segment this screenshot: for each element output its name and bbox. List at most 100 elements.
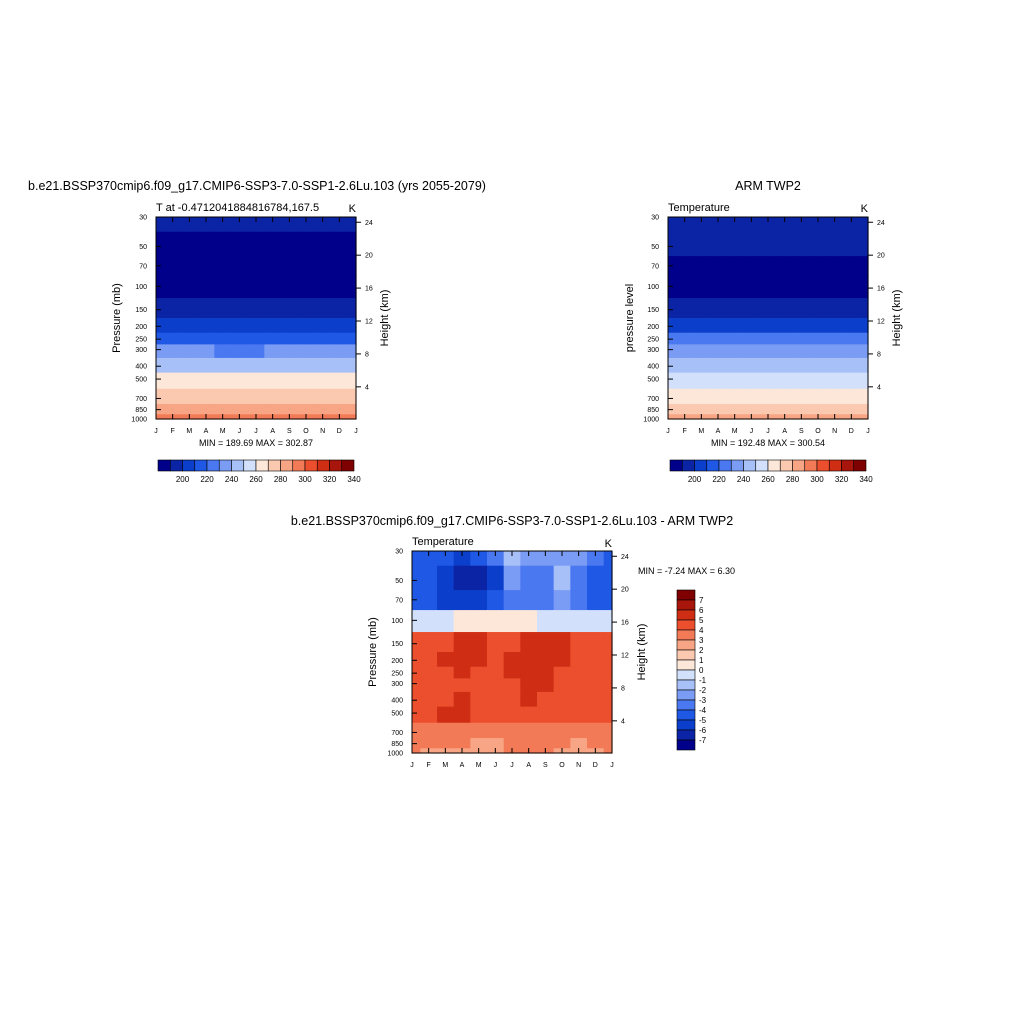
heatmap-cell bbox=[314, 256, 332, 277]
heatmap-cell bbox=[437, 632, 455, 653]
heatmap-cell bbox=[503, 722, 521, 739]
heatmap-cell bbox=[181, 404, 199, 415]
heatmap-cell bbox=[347, 344, 357, 359]
heatmap-cell bbox=[537, 691, 555, 708]
heatmap-cell bbox=[503, 565, 521, 591]
x-tick-label: J bbox=[610, 762, 614, 769]
heatmap-cell bbox=[859, 276, 869, 299]
heatmap-cell bbox=[247, 404, 265, 415]
heatmap-cell bbox=[726, 298, 744, 319]
heatmap-cell bbox=[503, 678, 521, 693]
y-right-tick-label: 12 bbox=[621, 653, 629, 660]
colorbar-swatch bbox=[676, 599, 696, 611]
heatmap-cell bbox=[156, 231, 165, 257]
heatmap-cell bbox=[331, 298, 349, 319]
heatmap-cell bbox=[587, 632, 605, 653]
heatmap-cell bbox=[553, 722, 571, 739]
x-tick-label: A bbox=[782, 428, 787, 435]
heatmap-cell bbox=[587, 678, 605, 693]
heatmap-cell bbox=[297, 231, 315, 257]
colorbar-swatch bbox=[243, 459, 257, 472]
heatmap-cell bbox=[197, 357, 215, 374]
y-tick-label: 250 bbox=[391, 671, 403, 678]
y-right-tick-label: 16 bbox=[877, 286, 885, 293]
heatmap-cell bbox=[247, 344, 265, 359]
heatmap-cell bbox=[520, 551, 538, 567]
heatmap-cell bbox=[231, 298, 249, 319]
y-tick-label: 30 bbox=[395, 549, 403, 556]
heatmap-cell bbox=[843, 318, 861, 334]
heatmap-cell bbox=[181, 357, 199, 374]
heatmap-cell bbox=[314, 404, 332, 415]
colorbar-label: 3 bbox=[699, 636, 704, 645]
colorbar-swatch bbox=[676, 659, 696, 671]
y-tick-label: 150 bbox=[135, 307, 147, 314]
heatmap-cell bbox=[197, 372, 215, 390]
colorbar-swatch bbox=[304, 459, 318, 472]
heatmap-cell bbox=[709, 298, 727, 319]
heatmap-cell bbox=[537, 666, 555, 679]
colorbar-swatch bbox=[767, 459, 781, 472]
heatmap-cell bbox=[726, 372, 744, 390]
heatmap-cell bbox=[826, 217, 844, 233]
heatmap-cell bbox=[776, 276, 794, 299]
heatmap-cell bbox=[347, 332, 357, 345]
y-right-tick-label: 24 bbox=[621, 554, 629, 561]
heatmap-cell bbox=[603, 632, 613, 653]
heatmap-cell bbox=[668, 231, 677, 257]
heatmap-cell bbox=[164, 276, 182, 299]
heatmap-cell bbox=[503, 706, 521, 724]
heatmap-cell bbox=[281, 332, 299, 345]
colorbar-label: -1 bbox=[699, 676, 707, 685]
heatmap-cell bbox=[181, 344, 199, 359]
heatmap-cell bbox=[331, 332, 349, 345]
x-tick-label: D bbox=[849, 428, 854, 435]
heatmap-cell bbox=[453, 738, 471, 749]
heatmap-cell bbox=[347, 217, 357, 233]
heatmap-cell bbox=[214, 332, 232, 345]
heatmap-cell bbox=[470, 590, 488, 611]
heatmap-cell bbox=[793, 298, 811, 319]
panel-model-colorbar: 200 220 240 260 280 300 320 340 bbox=[157, 459, 361, 484]
colorbar-swatch bbox=[816, 459, 830, 472]
panel-diff-title: b.e21.BSSP370cmip6.f09_g17.CMIP6-SSP3-7.… bbox=[291, 514, 733, 528]
panel-model-left-label: T at -0.4712041884816784,167.5 bbox=[156, 202, 319, 214]
colorbar-swatch bbox=[676, 589, 696, 601]
heatmap-cell bbox=[437, 590, 455, 611]
heatmap-cell bbox=[759, 372, 777, 390]
heatmap-cell bbox=[603, 590, 613, 611]
y-right-tick-label: 20 bbox=[365, 253, 373, 260]
heatmap-cell bbox=[214, 388, 232, 405]
colorbar-label: 220 bbox=[712, 475, 726, 484]
panel-diff-plot-area: J F M A M J J A S O N D J 30 50 70 100 150 200 250 300 400 500… bbox=[387, 549, 628, 770]
x-tick-label: O bbox=[303, 428, 309, 435]
y-tick-label: 300 bbox=[391, 681, 403, 688]
heatmap-cell bbox=[453, 610, 471, 633]
heatmap-cell bbox=[231, 231, 249, 257]
heatmap-cell bbox=[537, 722, 555, 739]
x-tick-label: S bbox=[543, 762, 548, 769]
heatmap-cell bbox=[412, 652, 421, 668]
panel-obs-title: ARM TWP2 bbox=[735, 179, 801, 193]
colorbar-label: 7 bbox=[699, 596, 704, 605]
x-tick-label: J bbox=[510, 762, 514, 769]
heatmap-cell bbox=[181, 256, 199, 277]
heatmap-cell bbox=[693, 344, 711, 359]
x-tick-label: J bbox=[750, 428, 754, 435]
y-right-tick-label: 12 bbox=[877, 319, 885, 326]
heatmap-cell bbox=[453, 678, 471, 693]
heatmap-cell bbox=[587, 565, 605, 591]
heatmap-cell bbox=[709, 357, 727, 374]
heatmap-cell bbox=[264, 217, 282, 233]
heatmap-cell bbox=[520, 590, 538, 611]
heatmap-cell bbox=[214, 344, 232, 359]
heatmap-cell bbox=[156, 357, 165, 374]
heatmap-cell bbox=[214, 357, 232, 374]
x-tick-label: M bbox=[698, 428, 704, 435]
heatmap-cell bbox=[347, 318, 357, 334]
colorbar-swatch bbox=[255, 459, 269, 472]
heatmap-cell bbox=[603, 706, 613, 724]
y-right-tick-label: 16 bbox=[621, 620, 629, 627]
colorbar-swatch bbox=[792, 459, 806, 472]
colorbar-label: 260 bbox=[249, 475, 263, 484]
